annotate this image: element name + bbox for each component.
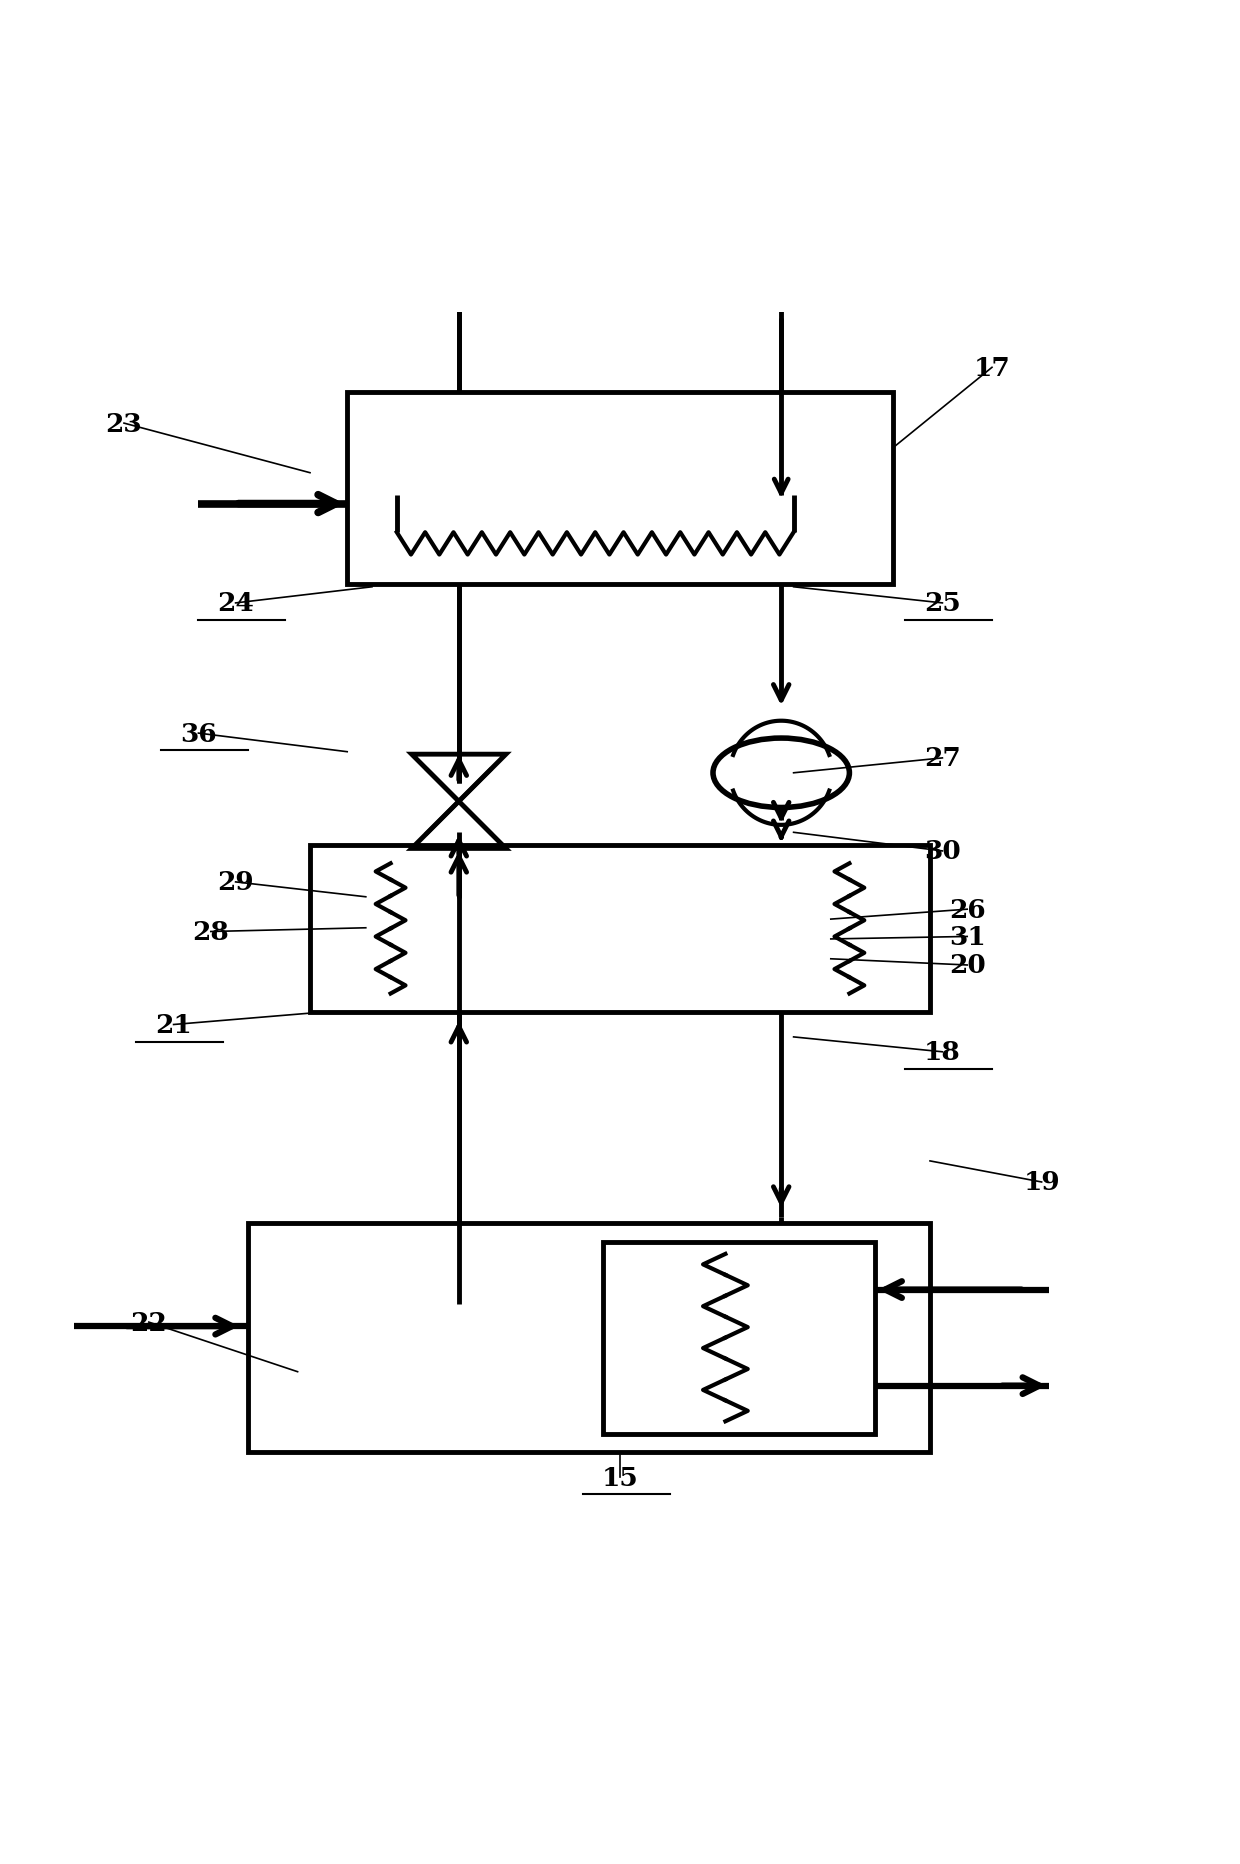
- Text: 19: 19: [1023, 1171, 1060, 1195]
- Text: 28: 28: [192, 919, 229, 945]
- Text: 29: 29: [217, 870, 254, 895]
- Text: 26: 26: [949, 897, 986, 923]
- Text: 25: 25: [924, 591, 961, 617]
- Text: 27: 27: [924, 746, 961, 772]
- Text: 30: 30: [924, 839, 961, 863]
- Text: 18: 18: [924, 1040, 961, 1064]
- Text: 15: 15: [601, 1465, 639, 1489]
- Bar: [603, 1241, 875, 1433]
- Bar: [310, 844, 930, 1012]
- Text: 31: 31: [949, 925, 986, 949]
- Text: 20: 20: [949, 953, 986, 979]
- Text: 17: 17: [973, 356, 1011, 380]
- Text: 23: 23: [105, 412, 143, 436]
- Text: 21: 21: [155, 1012, 192, 1038]
- Text: 22: 22: [130, 1310, 167, 1335]
- Bar: [347, 393, 893, 585]
- Text: 24: 24: [217, 591, 254, 617]
- Bar: [248, 1223, 930, 1452]
- Text: 36: 36: [180, 721, 217, 746]
